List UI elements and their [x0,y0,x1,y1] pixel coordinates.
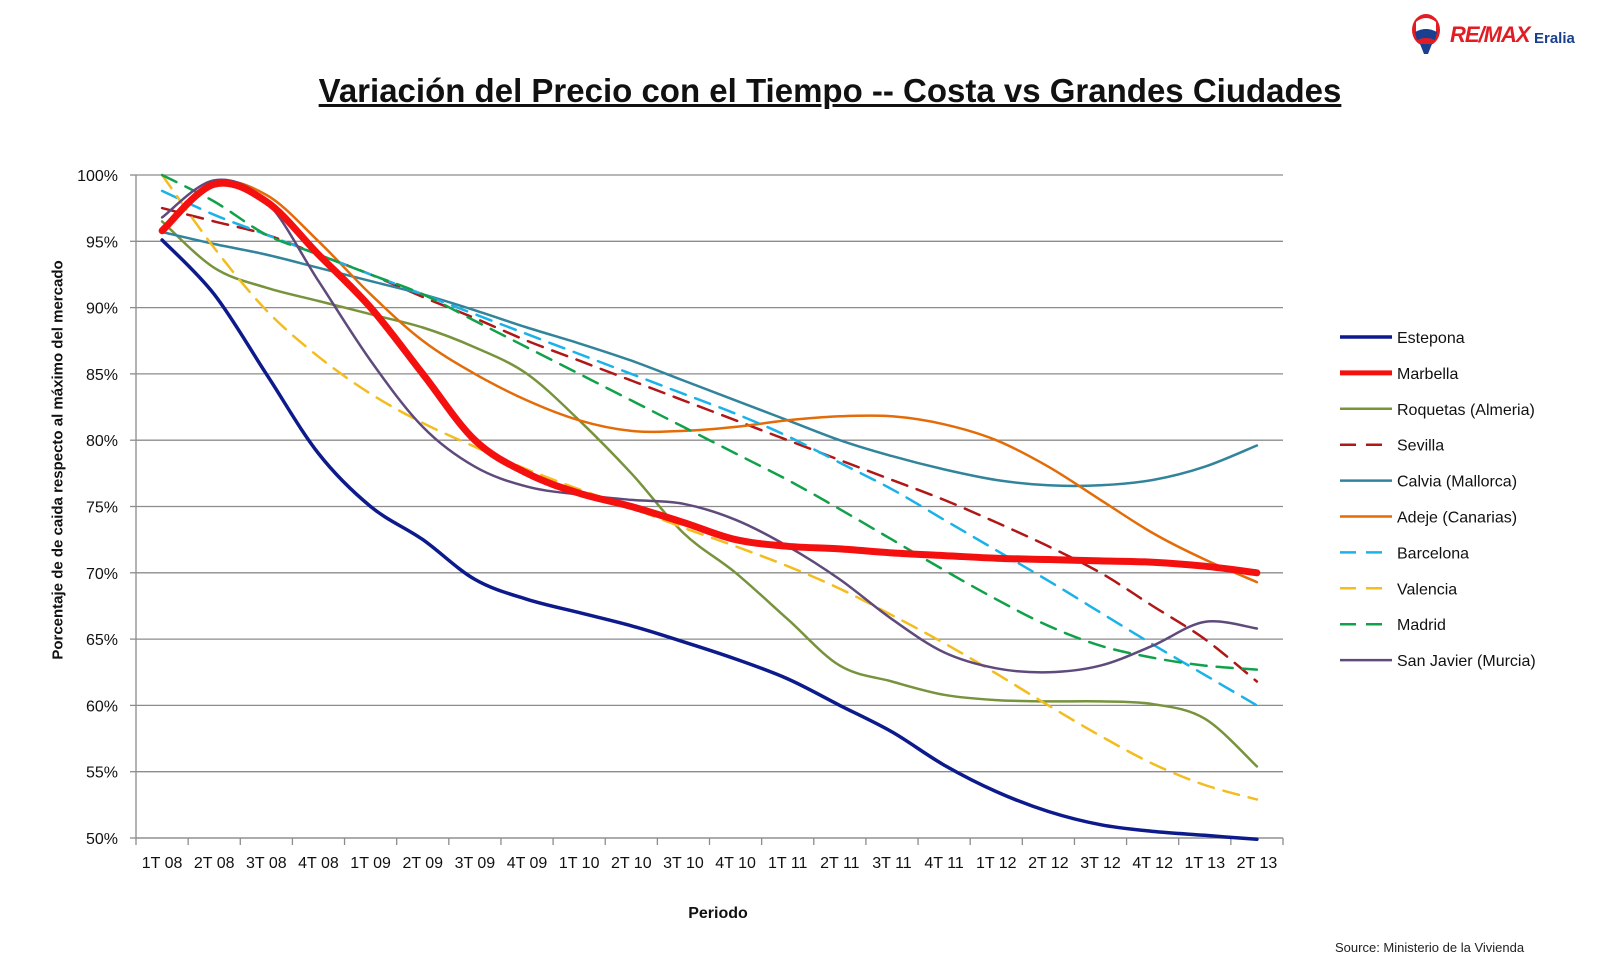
x-tick-label: 2T 08 [194,855,235,872]
legend-label-adeje-canarias: Adeje (Canarias) [1397,510,1517,527]
chart-title: Variación del Precio con el Tiempo -- Co… [318,72,1342,109]
x-tick-label: 3T 12 [1080,855,1121,872]
series-line-estepona [160,238,1259,842]
y-tick-label: 95% [86,234,118,251]
legend-label-valencia: Valencia [1397,581,1457,598]
series-line-madrid [160,173,1259,671]
series-line-adeje-canarias [160,179,1259,584]
y-tick-label: 75% [86,500,118,517]
x-tick-label: 4T 10 [715,855,756,872]
x-tick-label: 1T 09 [350,855,391,872]
brand-sub: Eralia [1534,30,1575,47]
tick-labels: 50% 55% 60% 65% 70% 75% 80% 85% 90% 95% 100% 1T 08 2… [77,168,1277,872]
legend-label-barcelona: Barcelona [1397,545,1469,562]
series-line-san-javier-murcia [160,178,1259,674]
y-tick-label: 60% [86,698,118,715]
y-tick-label: 80% [86,433,118,450]
series-line-marbella [158,179,1261,577]
legend-label-san-javier-murcia: San Javier (Murcia) [1397,653,1536,670]
brand-name: RE/MAX [1450,22,1531,47]
y-tick-label: 85% [86,367,118,384]
series-line-roquetas-almeria [160,220,1259,768]
x-tick-label: 4T 09 [507,855,548,872]
axes [130,174,1284,845]
x-tick-label: 4T 08 [298,855,339,872]
y-tick-label: 50% [86,831,118,848]
x-tick-label: 2T 12 [1028,855,1069,872]
y-tick-label: 100% [77,168,118,185]
x-tick-label: 3T 08 [246,855,287,872]
remax-logo [1410,12,1600,60]
y-tick-label: 55% [86,765,118,782]
x-tick-label: 4T 11 [924,855,964,872]
source-note: Source: Ministerio de la Vivienda [1335,940,1525,955]
y-tick-label: 70% [86,566,118,583]
series-line-barcelona [160,189,1259,707]
x-tick-label: 2T 10 [611,855,652,872]
y-tick-label: 65% [86,632,118,649]
legend-label-calvia-mallorca: Calvia (Mallorca) [1397,474,1517,491]
legend-label-marbella: Marbella [1397,366,1458,383]
x-axis-label: Periodo [688,905,748,922]
x-tick-label: 3T 09 [455,855,496,872]
series-line-sevilla [160,206,1259,683]
grid [136,174,1283,839]
balloon-icon [1412,14,1440,54]
legend-label-sevilla: Sevilla [1397,438,1444,455]
legend-label-madrid: Madrid [1397,617,1446,634]
series-line-valencia [160,173,1259,801]
y-tick-label: 90% [86,301,118,318]
legend: Estepona Marbella Roquetas (Almeria) Sevill… [1340,330,1536,670]
x-tick-label: 4T 12 [1132,855,1173,872]
x-tick-label: 2T 09 [402,855,443,872]
series-line-calvia-mallorca [160,230,1259,488]
legend-label-roquetas-almeria: Roquetas (Almeria) [1397,402,1535,419]
x-tick-label: 2T 13 [1237,855,1278,872]
x-tick-label: 3T 11 [872,855,912,872]
x-tick-label: 1T 13 [1184,855,1225,872]
x-tick-label: 2T 11 [820,855,860,872]
legend-label-estepona: Estepona [1397,330,1465,347]
x-tick-label: 1T 12 [976,855,1017,872]
x-tick-label: 1T 11 [768,855,808,872]
y-axis-label: Porcentaje de de caida respecto al máxim… [49,260,67,660]
series-lines [158,173,1261,842]
x-tick-label: 1T 08 [142,855,183,872]
x-tick-label: 3T 10 [663,855,704,872]
x-tick-label: 1T 10 [559,855,600,872]
